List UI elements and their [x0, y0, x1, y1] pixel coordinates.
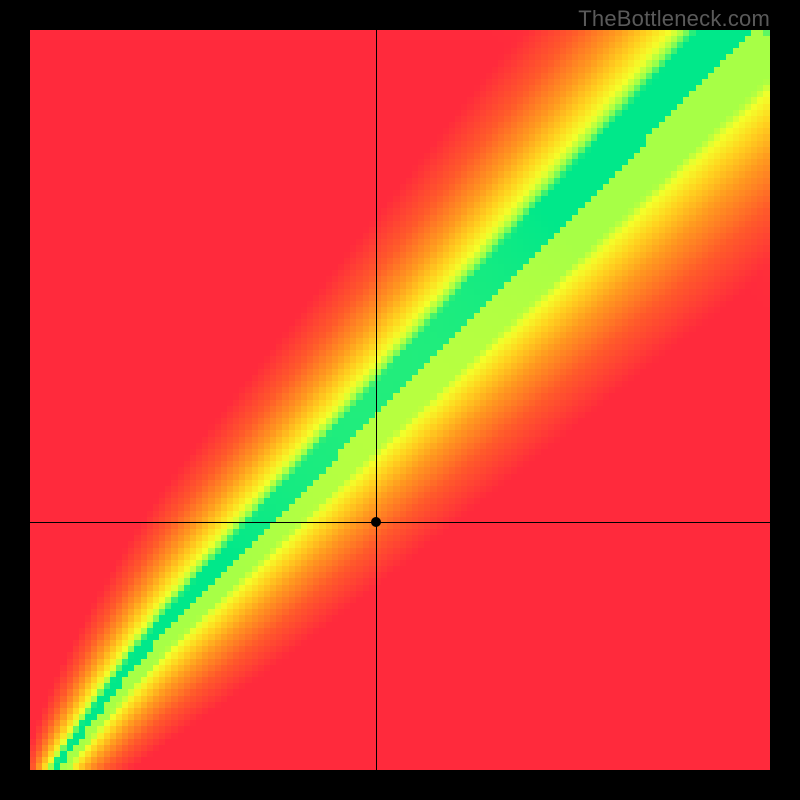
crosshair-vertical: [376, 30, 377, 770]
watermark-text: TheBottleneck.com: [578, 6, 770, 32]
heatmap-plot-area: [30, 30, 770, 770]
selection-marker-dot: [371, 517, 381, 527]
crosshair-horizontal: [30, 522, 770, 523]
bottleneck-heatmap-canvas: [30, 30, 770, 770]
